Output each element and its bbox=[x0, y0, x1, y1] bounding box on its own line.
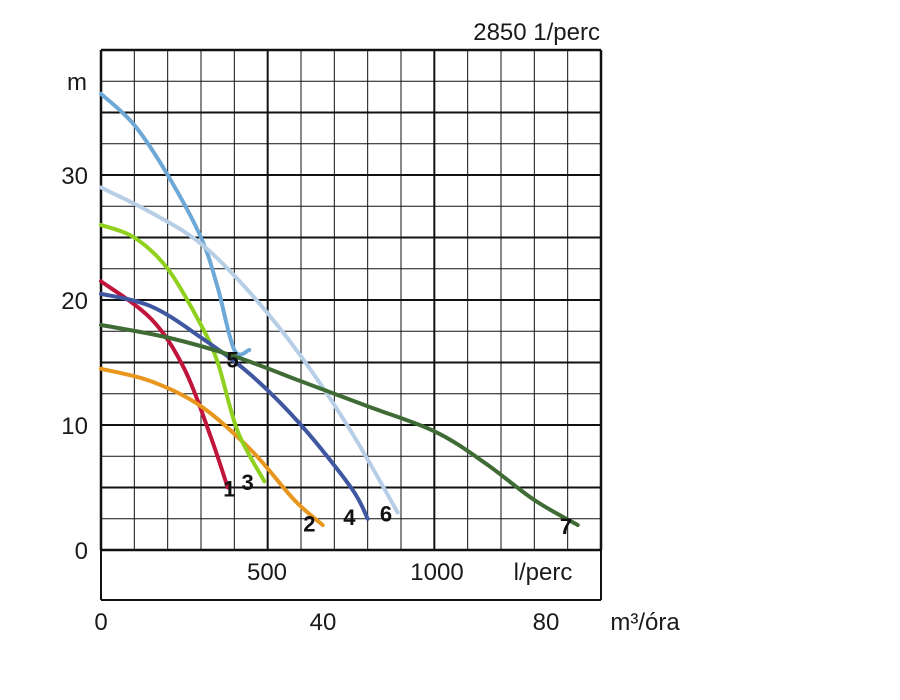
curve-label-1: 1 bbox=[223, 476, 235, 501]
curve-label-7: 7 bbox=[560, 514, 572, 539]
y-tick-label: 30 bbox=[61, 163, 88, 190]
y-axis-label: m bbox=[67, 69, 87, 96]
series-line-3 bbox=[99, 223, 267, 484]
series-line-4 bbox=[99, 291, 370, 521]
x-tick-label-lpm: 1000 bbox=[410, 559, 463, 586]
x-tick-label-m3h: 40 bbox=[310, 609, 337, 636]
x-tick-label-m3h: 0 bbox=[94, 609, 107, 636]
x-tick-label-m3h: 80 bbox=[533, 609, 560, 636]
chart-title: 2850 1/perc bbox=[473, 19, 600, 46]
curve-label-4: 4 bbox=[343, 505, 356, 530]
x-tick-label-lpm: 500 bbox=[247, 559, 287, 586]
curves bbox=[99, 91, 580, 527]
series-line-2 bbox=[99, 366, 325, 527]
x-axis-label-m3h: m³/óra bbox=[610, 609, 680, 636]
series-line-7 bbox=[99, 323, 580, 527]
x-axis-label-lpm: l/perc bbox=[514, 559, 573, 586]
curve-label-2: 2 bbox=[303, 511, 315, 536]
curve-label-5: 5 bbox=[227, 348, 239, 373]
y-tick-label: 20 bbox=[61, 288, 88, 315]
series-line-6 bbox=[99, 185, 400, 515]
y-tick-label: 10 bbox=[61, 413, 88, 440]
series-line-1 bbox=[99, 279, 230, 490]
curve-label-6: 6 bbox=[380, 501, 392, 526]
curve-labels: 1 2 3 4 5 6 7 bbox=[223, 348, 572, 539]
series-line-5 bbox=[99, 91, 252, 357]
curve-label-3: 3 bbox=[242, 470, 254, 495]
y-tick-label: 0 bbox=[75, 538, 88, 565]
